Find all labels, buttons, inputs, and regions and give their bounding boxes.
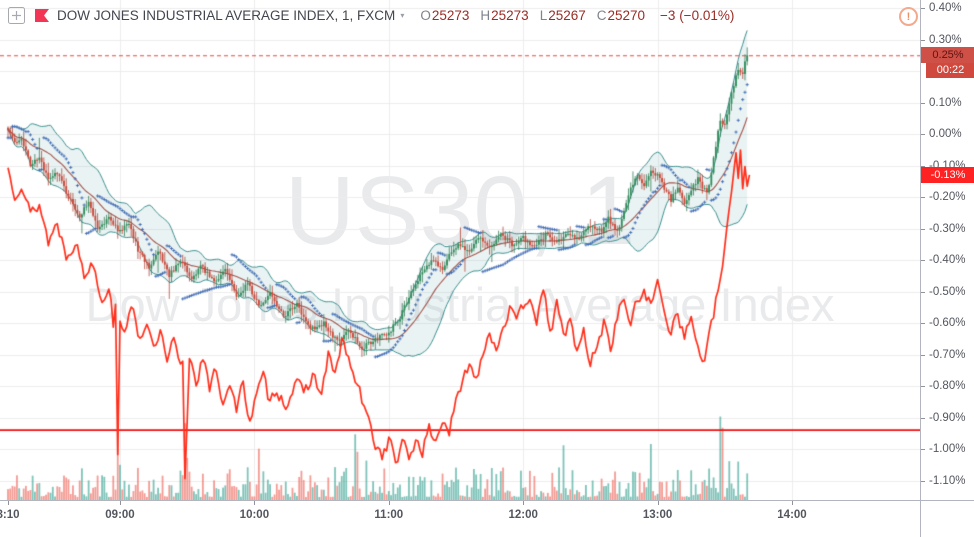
x-axis-label: 13:00 [642, 509, 673, 521]
add-symbol-icon[interactable] [8, 7, 25, 24]
price-chart-canvas[interactable] [0, 0, 920, 500]
close-value: 25270 [607, 8, 646, 23]
y-axis-tick-mark [921, 134, 925, 135]
y-axis-tick-mark [921, 292, 925, 293]
x-axis-tick-mark [120, 501, 121, 505]
high-value: 25273 [491, 8, 529, 23]
low-value: 25267 [548, 8, 586, 23]
x-axis-tick-mark [658, 501, 659, 505]
y-axis-tick-mark [921, 229, 925, 230]
y-axis-tick-mark [921, 260, 925, 261]
x-axis-label: 09:00 [105, 509, 135, 521]
y-axis-label: -0.80% [929, 380, 966, 392]
y-axis-label: -0.30% [929, 222, 966, 235]
y-axis-tick-mark [921, 355, 925, 356]
y-axis-tick-mark [921, 323, 925, 324]
x-axis-tick-mark [792, 501, 793, 505]
axis-corner [920, 500, 974, 537]
symbol-flag-icon[interactable] [35, 9, 49, 22]
y-axis-tick-mark [921, 449, 925, 450]
y-axis-label: -0.40% [929, 254, 966, 266]
compare-price-badge: -0.13% [921, 166, 974, 183]
y-axis-tick-mark [921, 418, 925, 419]
x-axis-tick-mark [254, 501, 255, 505]
y-axis-label: -1.10% [929, 474, 966, 487]
y-axis-label: -0.70% [929, 348, 966, 361]
open-value: 25273 [431, 8, 470, 23]
symbol-header: DOW JONES INDUSTRIAL AVERAGE INDEX, 1, F… [8, 7, 734, 24]
y-axis-label: 0.30% [929, 33, 962, 46]
y-axis-tick-mark [921, 481, 925, 482]
y-axis-tick-mark [921, 386, 925, 387]
x-axis-tick-mark [389, 501, 390, 505]
y-axis-label: 0.00% [929, 128, 962, 140]
y-axis-label: 0.40% [929, 2, 962, 14]
y-axis-tick-mark [921, 197, 925, 198]
y-axis-label: -0.20% [929, 191, 966, 203]
y-axis-label: -0.60% [929, 317, 966, 329]
y-axis-label: -0.50% [929, 285, 966, 298]
y-axis-label: 0.10% [929, 96, 962, 109]
x-axis-tick-mark [523, 501, 524, 505]
y-axis-label: -0.90% [929, 411, 966, 424]
x-axis-label: 12:00 [508, 509, 538, 521]
countdown-badge: 00:22 [926, 63, 974, 79]
x-axis-label: 11:00 [374, 509, 404, 521]
low-label: L [539, 8, 548, 23]
y-axis-tick-mark [921, 166, 925, 167]
symbol-title[interactable]: DOW JONES INDUSTRIAL AVERAGE INDEX, 1, F… [57, 8, 396, 23]
x-axis[interactable]: 8:10 09:00 10:00 11:00 12:00 13:00 14:00 [0, 500, 920, 537]
x-axis-tick-mark [8, 501, 9, 505]
x-axis-label: 10:00 [239, 509, 270, 521]
high-label: H [480, 8, 491, 23]
warning-circle-icon[interactable]: ! [899, 7, 918, 26]
last-price-badge: 0.25% [921, 47, 974, 64]
close-label: C [596, 8, 607, 23]
y-axis-tick-mark [921, 103, 925, 104]
x-axis-label: 8:10 [0, 509, 20, 521]
y-axis[interactable]: 0.25% 00:22 -0.13% 0.40% 0.30% 0.10% 0.00% -… [920, 0, 974, 500]
y-axis-tick-mark [921, 40, 925, 41]
price-pane[interactable]: US30, 1 Dow Jones Industrial Average Ind… [0, 0, 920, 500]
open-label: O [420, 8, 431, 23]
ohlc-values: O25273 H25273 L25267 C25270 [420, 8, 656, 23]
change-value: −3 (−0.01%) [660, 8, 735, 23]
caret-down-icon[interactable]: ▾ [400, 11, 405, 20]
x-axis-label: 14:00 [777, 509, 807, 521]
y-axis-tick-mark [921, 8, 925, 9]
y-axis-label: -1.00% [929, 443, 966, 455]
